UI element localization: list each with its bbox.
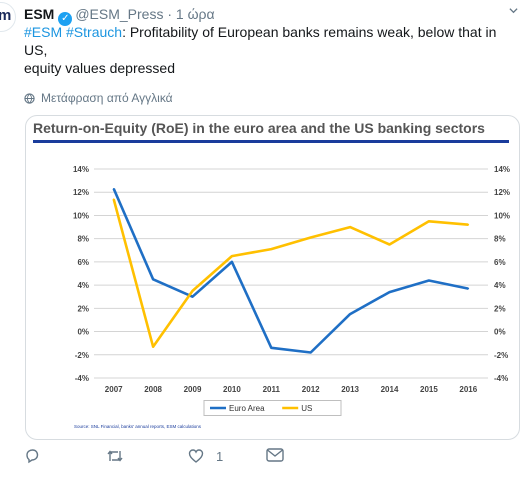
- x-tick-label: 2009: [184, 385, 202, 394]
- series-point: [428, 279, 430, 282]
- chart-source: Source: SNL Financial, banks' annual rep…: [74, 424, 202, 429]
- legend-label: US: [301, 404, 312, 413]
- legend-box: [203, 400, 342, 416]
- media-card[interactable]: Return-on-Equity (RoE) in the euro area …: [25, 115, 520, 440]
- x-tick-label: 2016: [459, 385, 477, 394]
- y-tick-label-left: 6%: [77, 258, 89, 267]
- chart-title-rule: [33, 140, 509, 143]
- chart-title: Return-on-Equity (RoE) in the euro area …: [33, 120, 485, 136]
- x-tick-label: 2011: [263, 385, 281, 394]
- translate-link[interactable]: Μετάφραση από Αγγλικά: [24, 91, 173, 105]
- series-point: [349, 313, 351, 315]
- x-tick-label: 2014: [381, 385, 399, 394]
- series-point: [152, 345, 154, 348]
- tweet-header: ESM ✓ @ESM_Press · 1 ώρα: [24, 5, 215, 26]
- retweet-icon: [107, 450, 123, 462]
- series-line: [112, 198, 469, 348]
- header-separator: ·: [167, 6, 173, 22]
- y-tick-label-right: 12%: [494, 188, 510, 197]
- series-point: [467, 223, 470, 226]
- author-name[interactable]: ESM: [24, 6, 55, 22]
- message-action[interactable]: [266, 448, 284, 462]
- avatar-logo-text: m: [0, 7, 11, 24]
- reply-icon: [26, 449, 39, 464]
- like-action[interactable]: 1: [188, 448, 223, 464]
- series-point: [152, 278, 154, 281]
- tweet-actions: 1: [24, 448, 514, 470]
- series-point: [270, 347, 273, 349]
- y-tick-label-left: 8%: [77, 235, 89, 244]
- series-point: [309, 351, 312, 354]
- roe-chart: 14% 14% 12% 12% 10% 10% 8% 8% 6% 6% 4% 4% 2% 2% 0% 0% -2…: [73, 165, 510, 429]
- y-tick-label-right: 4%: [494, 281, 506, 290]
- y-tick-label-left: 0%: [77, 328, 89, 337]
- x-tick-label: 2012: [302, 385, 320, 394]
- series-point: [231, 261, 233, 263]
- avatar[interactable]: m: [0, 2, 16, 32]
- y-tick-label-left: -4%: [75, 374, 89, 383]
- x-tick-label: 2007: [105, 385, 123, 394]
- series-point: [191, 290, 194, 292]
- series-point: [428, 220, 430, 223]
- y-tick-label-right: 10%: [494, 211, 510, 220]
- reply-action[interactable]: [24, 448, 40, 464]
- y-tick-label-left: 14%: [73, 165, 89, 174]
- verified-badge-icon: ✓: [58, 12, 73, 26]
- like-count: 1: [216, 448, 224, 464]
- y-tick-label-right: 6%: [494, 258, 506, 267]
- translate-label: Μετάφραση από Αγγλικά: [41, 91, 173, 105]
- series-point: [388, 291, 391, 293]
- heart-icon: [188, 449, 204, 463]
- hashtag-esm[interactable]: #ESM: [24, 24, 63, 40]
- series-point: [231, 255, 233, 257]
- y-tick-label-left: 2%: [77, 304, 89, 313]
- tweet-text-part1: : Profitability of European banks remain…: [24, 24, 497, 58]
- y-tick-label-right: 0%: [494, 328, 506, 337]
- series-point: [112, 187, 115, 190]
- series-point: [191, 295, 194, 298]
- chevron-down-icon[interactable]: [509, 6, 518, 15]
- y-tick-label-right: -4%: [494, 374, 508, 383]
- x-tick-label: 2010: [223, 385, 241, 394]
- series-point: [112, 198, 115, 200]
- x-tick-label: 2008: [144, 385, 162, 394]
- globe-icon: [24, 92, 35, 104]
- hashtag-strauch[interactable]: #Strauch: [66, 24, 123, 40]
- tweet-text-part2: equity values depressed: [24, 60, 175, 76]
- series-point: [467, 287, 470, 290]
- series-point: [309, 236, 312, 239]
- tweet-text: #ESM #Strauch: Profitability of European…: [24, 23, 519, 77]
- series-point: [388, 243, 391, 246]
- y-tick-label-right: 14%: [494, 165, 510, 174]
- y-tick-label-right: -2%: [494, 351, 508, 360]
- y-tick-label-left: 10%: [73, 211, 89, 220]
- y-tick-label-right: 8%: [494, 235, 506, 244]
- series-line: [112, 188, 469, 354]
- y-tick-label-left: 4%: [77, 281, 89, 290]
- envelope-icon: [266, 448, 284, 462]
- x-tick-label: 2013: [341, 385, 359, 394]
- series-point: [270, 248, 273, 250]
- y-tick-label-right: 2%: [494, 304, 506, 313]
- series-point: [349, 226, 351, 228]
- x-tick-label: 2015: [420, 385, 438, 394]
- retweet-action[interactable]: [106, 448, 124, 464]
- tweet-time[interactable]: 1 ώρα: [175, 6, 215, 22]
- y-tick-label-left: 12%: [73, 188, 89, 197]
- author-handle[interactable]: @ESM_Press: [75, 6, 164, 22]
- legend-label: Euro Area: [229, 404, 265, 413]
- y-tick-label-left: -2%: [75, 351, 89, 360]
